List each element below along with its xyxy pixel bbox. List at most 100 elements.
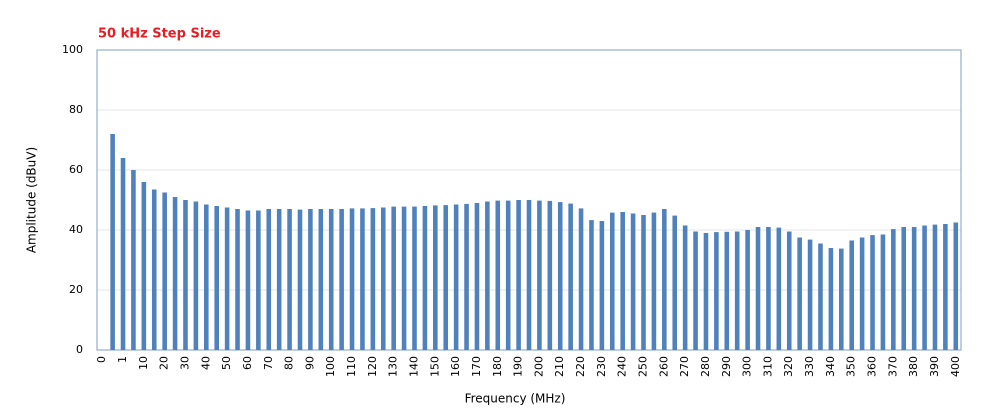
x-tick-label: 250	[637, 356, 650, 377]
bar	[911, 227, 917, 350]
bar	[193, 201, 199, 350]
x-tick-label: 360	[866, 356, 879, 377]
x-tick-label: 210	[553, 356, 566, 377]
bar	[693, 231, 698, 350]
x-tick-label: 160	[449, 356, 462, 377]
y-tick-label: 40	[69, 223, 83, 236]
bar	[328, 209, 334, 350]
bar	[578, 208, 584, 350]
bar	[786, 231, 792, 350]
bar	[526, 200, 532, 350]
bar	[662, 209, 667, 350]
bar	[922, 225, 927, 350]
bar	[266, 209, 272, 350]
x-tick-label: 100	[324, 356, 337, 377]
bar	[297, 209, 303, 350]
bar	[547, 200, 553, 350]
x-tick-label: 260	[657, 356, 670, 377]
bar	[422, 206, 428, 350]
bar	[943, 224, 948, 350]
x-tick-label: 110	[345, 356, 358, 377]
bar	[485, 201, 490, 350]
bar	[859, 237, 865, 350]
bar	[141, 182, 147, 350]
bar	[932, 224, 938, 350]
x-tick-label: 370	[886, 356, 899, 377]
bar	[224, 207, 230, 350]
x-tick-label: 290	[720, 356, 733, 377]
bar	[172, 197, 178, 350]
y-axis-title: Amplitude (dBuV)	[25, 147, 39, 253]
bar	[120, 158, 126, 350]
bar	[235, 209, 240, 350]
x-tick-label: 50	[220, 356, 233, 370]
bar	[599, 221, 605, 350]
bar	[370, 208, 376, 350]
x-tick-label: 0	[95, 356, 108, 363]
bar	[630, 213, 636, 350]
x-tick-label: 80	[283, 356, 296, 370]
bar	[724, 231, 730, 350]
y-tick-label: 0	[76, 343, 83, 356]
bar	[151, 189, 157, 350]
x-tick-label: 330	[803, 356, 816, 377]
bar	[245, 210, 251, 350]
bar	[797, 237, 802, 350]
bar	[276, 209, 282, 350]
bar	[162, 192, 167, 350]
bar	[745, 230, 750, 350]
y-tick-label: 60	[69, 163, 83, 176]
bar	[818, 243, 823, 350]
x-tick-label: 390	[928, 356, 941, 377]
bar	[641, 215, 646, 350]
x-axis-title: Frequency (MHz)	[465, 392, 566, 406]
x-tick-label: 190	[512, 356, 525, 377]
x-tick-label: 220	[574, 356, 587, 377]
x-tick-label: 140	[407, 356, 420, 377]
bar	[474, 203, 480, 350]
bar	[734, 231, 740, 350]
x-tick-label: 170	[470, 356, 483, 377]
bar	[339, 209, 344, 350]
x-tick-label: 20	[158, 356, 171, 370]
bar	[891, 229, 896, 350]
x-tick-label: 340	[824, 356, 837, 377]
x-tick-label: 300	[741, 356, 754, 377]
y-tick-label: 80	[69, 103, 83, 116]
x-tick-label: 150	[428, 356, 441, 377]
bar	[318, 209, 324, 350]
bar	[838, 248, 844, 350]
bar	[360, 208, 365, 350]
x-tick-label: 70	[262, 356, 275, 370]
bar	[766, 227, 771, 350]
bar	[214, 206, 220, 350]
x-tick-label: 380	[907, 356, 920, 377]
bar	[651, 212, 657, 350]
x-tick-label: 350	[845, 356, 858, 377]
x-tick-label: 90	[303, 356, 316, 370]
bar	[131, 170, 136, 350]
bar	[505, 200, 511, 350]
bar	[568, 203, 573, 350]
bar	[755, 227, 761, 350]
x-tick-label: 130	[387, 356, 400, 377]
x-tick-label: 200	[532, 356, 545, 377]
bar	[828, 248, 834, 350]
bar	[433, 205, 438, 350]
y-tick-label: 100	[62, 43, 83, 56]
bar	[880, 234, 886, 350]
bar	[953, 222, 959, 350]
x-tick-label: 180	[491, 356, 504, 377]
x-tick-label: 60	[241, 356, 254, 370]
bar	[776, 227, 782, 350]
bar	[537, 200, 542, 350]
bar	[516, 200, 521, 350]
bar	[464, 203, 469, 350]
x-tick-label: 10	[137, 356, 150, 370]
bar	[870, 235, 875, 350]
bar	[287, 209, 292, 350]
bar	[453, 204, 459, 350]
bar	[443, 205, 449, 350]
x-tick-label: 230	[595, 356, 608, 377]
